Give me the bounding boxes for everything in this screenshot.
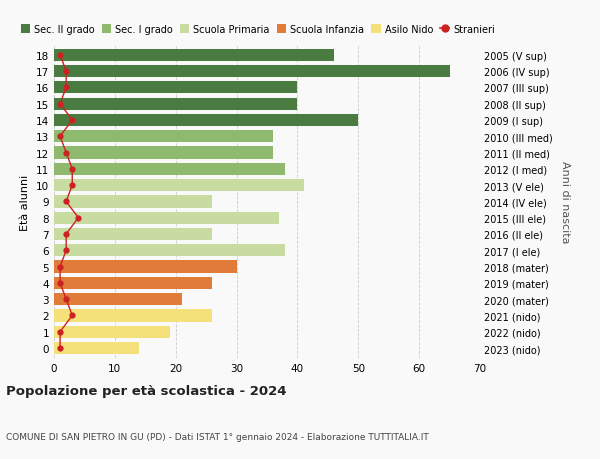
Bar	[54, 326, 170, 338]
Bar	[54, 245, 285, 257]
Bar	[54, 310, 212, 322]
Bar	[54, 131, 273, 143]
Bar	[54, 66, 449, 78]
Bar	[54, 82, 298, 94]
Bar	[54, 277, 212, 289]
Bar	[54, 229, 212, 241]
Bar	[54, 50, 334, 62]
Bar	[54, 261, 236, 273]
Bar	[54, 212, 279, 224]
Y-axis label: Età alunni: Età alunni	[20, 174, 31, 230]
Text: Popolazione per età scolastica - 2024: Popolazione per età scolastica - 2024	[6, 384, 287, 397]
Bar	[54, 115, 358, 127]
Bar	[54, 98, 298, 111]
Bar	[54, 163, 285, 175]
Bar	[54, 147, 273, 159]
Y-axis label: Anni di nascita: Anni di nascita	[560, 161, 569, 243]
Legend: Sec. II grado, Sec. I grado, Scuola Primaria, Scuola Infanzia, Asilo Nido, Stran: Sec. II grado, Sec. I grado, Scuola Prim…	[20, 25, 495, 35]
Bar	[54, 179, 304, 192]
Bar	[54, 342, 139, 354]
Bar	[54, 196, 212, 208]
Bar	[54, 293, 182, 306]
Text: COMUNE DI SAN PIETRO IN GU (PD) - Dati ISTAT 1° gennaio 2024 - Elaborazione TUTT: COMUNE DI SAN PIETRO IN GU (PD) - Dati I…	[6, 431, 429, 441]
